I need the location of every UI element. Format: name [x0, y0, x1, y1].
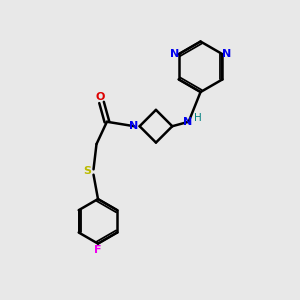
- Text: H: H: [194, 113, 202, 123]
- Text: N: N: [170, 49, 179, 59]
- Text: N: N: [182, 117, 192, 127]
- Text: O: O: [95, 92, 105, 101]
- Text: F: F: [94, 245, 102, 255]
- Text: N: N: [129, 121, 138, 131]
- Text: N: N: [222, 49, 231, 59]
- Text: S: S: [83, 166, 91, 176]
